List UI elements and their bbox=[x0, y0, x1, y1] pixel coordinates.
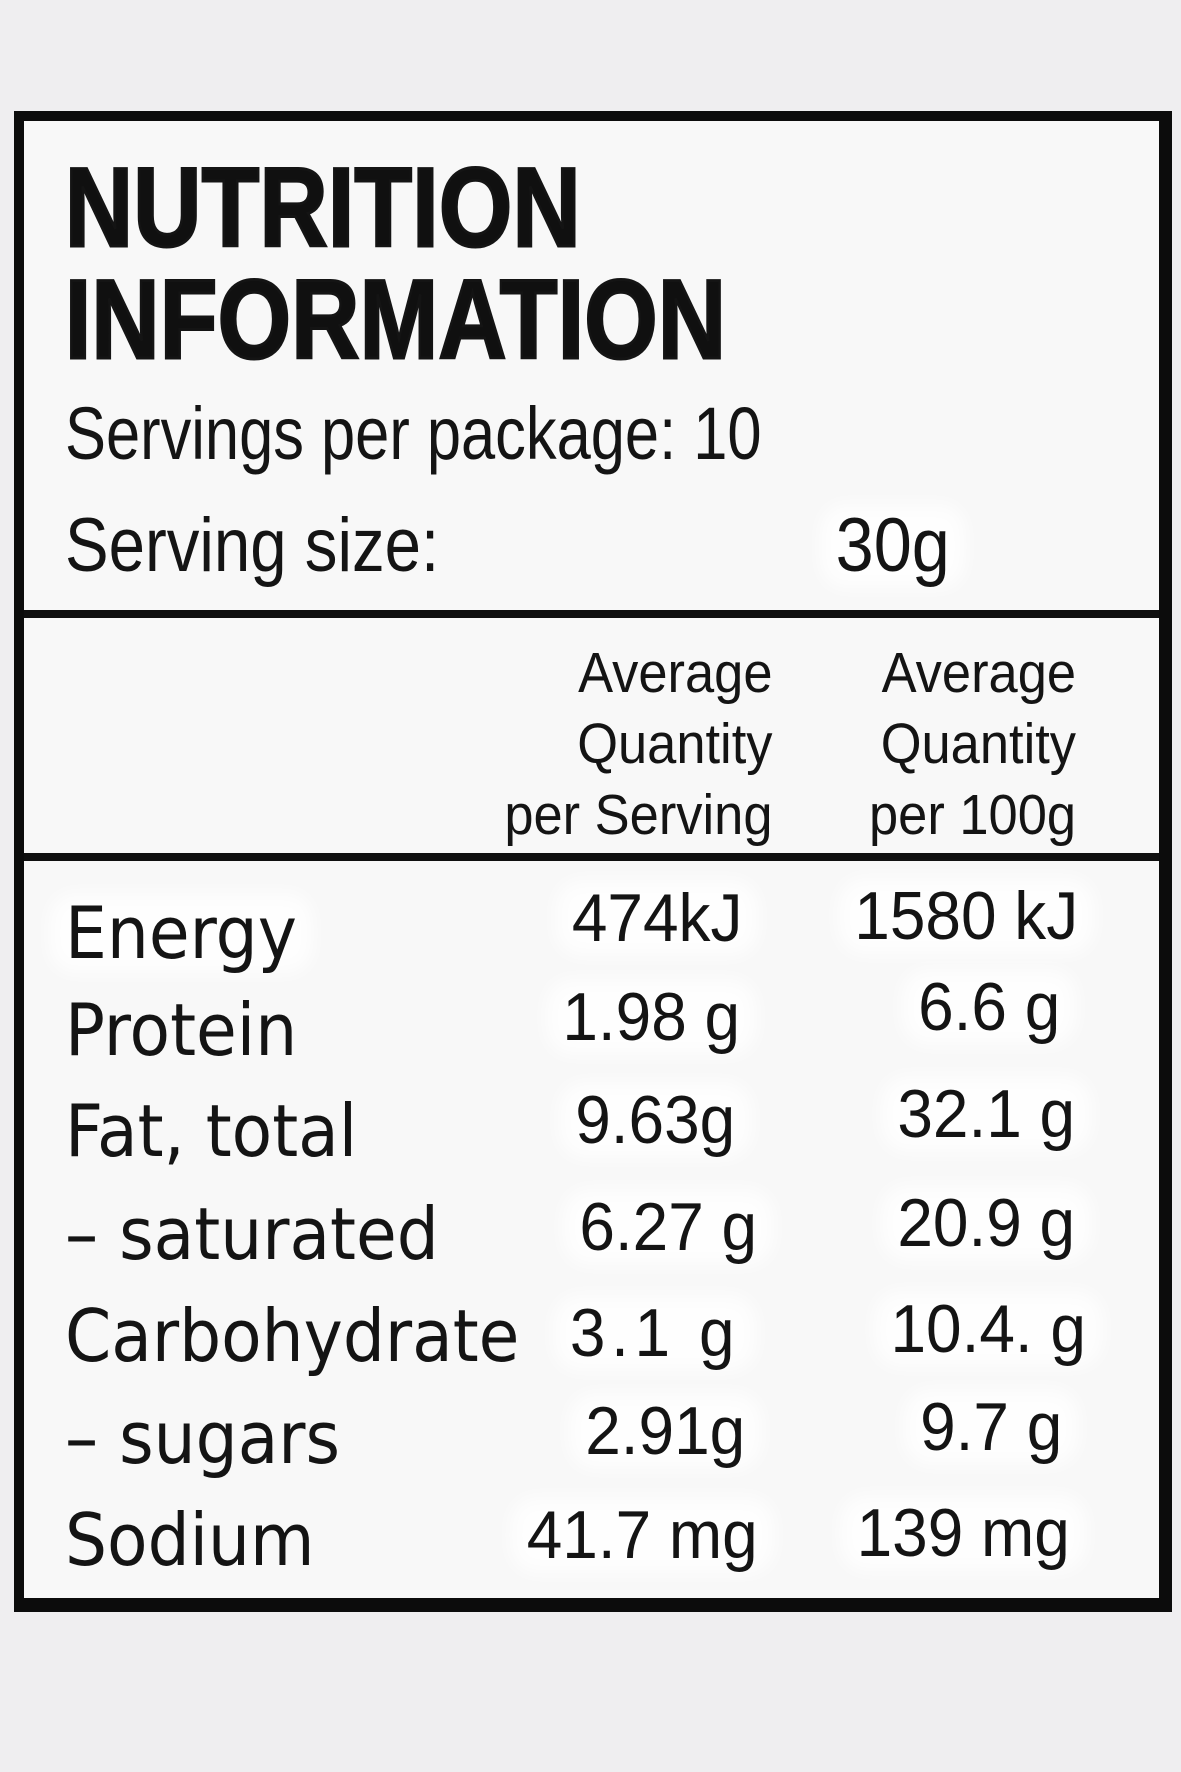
servings-per-package: Servings per package: 10 bbox=[65, 392, 762, 475]
per-serving-header-line-1: Average bbox=[577, 641, 772, 705]
row-energy-label: Energy bbox=[65, 891, 297, 975]
row-carbohydrate-per-serving: 3.1 g bbox=[569, 1295, 740, 1371]
per-serving-header-line-3: per Serving bbox=[503, 783, 772, 847]
serving-size-label: Serving size: bbox=[65, 503, 440, 588]
row-protein-per-100g: 6.6 g bbox=[917, 969, 1060, 1045]
divider-header bbox=[24, 853, 1159, 861]
row-saturated-label: – saturated bbox=[65, 1192, 439, 1276]
row-protein-per-serving: 1.98 g bbox=[562, 979, 740, 1055]
panel-title-line-2: INFORMATION bbox=[64, 257, 727, 382]
per-100g-header-line-1: Average bbox=[881, 641, 1076, 705]
per-100g-header-line-2: Quantity bbox=[880, 712, 1076, 776]
panel-title: NUTRITION INFORMATION bbox=[64, 145, 727, 382]
row-fat-total-per-100g: 32.1 g bbox=[897, 1076, 1075, 1152]
column-header-per-serving: Average Quantity per Serving bbox=[504, 638, 772, 851]
row-fat-total-label: Fat, total bbox=[65, 1089, 358, 1173]
row-sugars-per-serving: 2.91g bbox=[585, 1393, 745, 1469]
row-sodium-per-100g: 139 mg bbox=[856, 1495, 1070, 1571]
row-energy-per-100g: 1580 kJ bbox=[854, 878, 1078, 954]
serving-size-value: 30g bbox=[835, 503, 950, 588]
row-sodium-label: Sodium bbox=[65, 1498, 315, 1582]
row-sodium-per-serving: 41.7 mg bbox=[527, 1497, 758, 1573]
column-header-per-100g: Average Quantity per 100g bbox=[869, 638, 1076, 851]
row-carbohydrate-per-100g: 10.4. g bbox=[890, 1291, 1086, 1367]
row-protein-label: Protein bbox=[65, 988, 298, 1072]
row-saturated-per-serving: 6.27 g bbox=[579, 1189, 757, 1265]
nutrition-information-panel: NUTRITION INFORMATION Servings per packa… bbox=[14, 111, 1172, 1612]
row-carbohydrate-label: Carbohydrate bbox=[65, 1294, 520, 1378]
row-fat-total-per-serving: 9.63g bbox=[575, 1082, 735, 1158]
panel-inner: NUTRITION INFORMATION Servings per packa… bbox=[24, 121, 1159, 1598]
row-saturated-per-100g: 20.9 g bbox=[897, 1185, 1075, 1261]
divider-top bbox=[24, 610, 1159, 618]
per-serving-header-line-2: Quantity bbox=[576, 712, 772, 776]
row-sugars-label: – sugars bbox=[65, 1396, 341, 1480]
row-sugars-per-100g: 9.7 g bbox=[919, 1389, 1062, 1465]
per-100g-header-line-3: per 100g bbox=[868, 783, 1076, 847]
row-energy-per-serving: 474kJ bbox=[571, 880, 742, 956]
panel-title-line-1: NUTRITION bbox=[64, 145, 582, 270]
